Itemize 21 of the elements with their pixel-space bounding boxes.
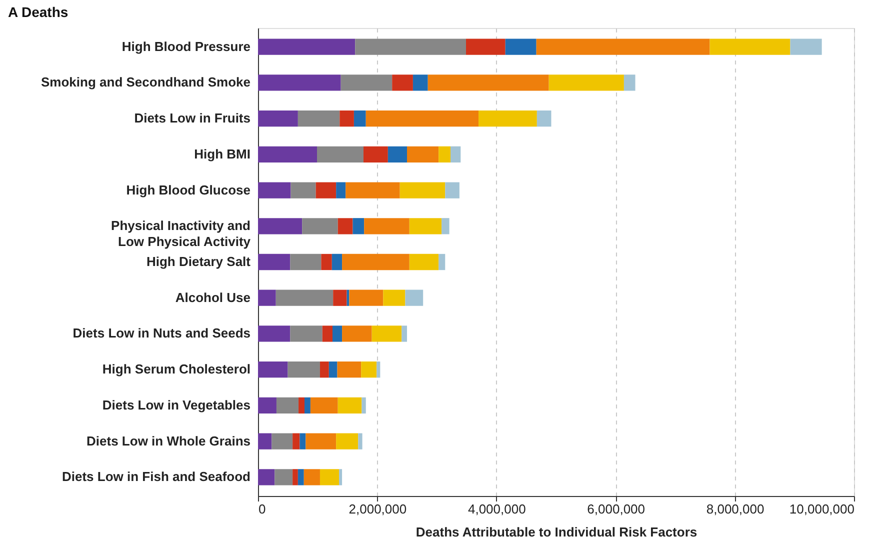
y-tick-label: Smoking and Secondhand Smoke — [41, 74, 250, 90]
x-tick-label: 4,000,000 — [468, 502, 526, 516]
x-tick-label: 10,000,000 — [789, 502, 854, 516]
x-tick-label: 8,000,000 — [706, 502, 764, 516]
x-tick-label: 0 — [258, 502, 266, 516]
y-tick-label: High Dietary Salt — [146, 254, 252, 269]
text: A Deaths — [8, 4, 68, 20]
y-tick-label: Diets Low in Fish and Seafood — [62, 469, 251, 484]
y-tick-label: Diets Low in Vegetables — [102, 397, 250, 412]
x-tick-label: 2,000,000 — [348, 502, 407, 516]
y-tick-label: Alcohol Use — [175, 290, 250, 305]
y-tick-label: Diets Low in Fruits — [134, 110, 250, 126]
x-tick-label: 6,000,000 — [587, 502, 646, 516]
y-tick-label: Physical Inactivity and Low Physical Activity — [111, 218, 252, 250]
y-tick-label: Diets Low in Nuts and Seeds — [72, 326, 250, 341]
y-tick-label: High Blood Glucose — [126, 182, 250, 198]
y-tick-label: Diets Low in Whole Grains — [86, 433, 250, 448]
y-tick-label: High Serum Cholesterol — [102, 362, 250, 377]
y-tick-label: High BMI — [194, 146, 250, 162]
y-tick-label: High Blood Pressure — [122, 38, 250, 54]
x-axis-title: Deaths Attributable to Individual Risk Factors — [416, 524, 698, 540]
